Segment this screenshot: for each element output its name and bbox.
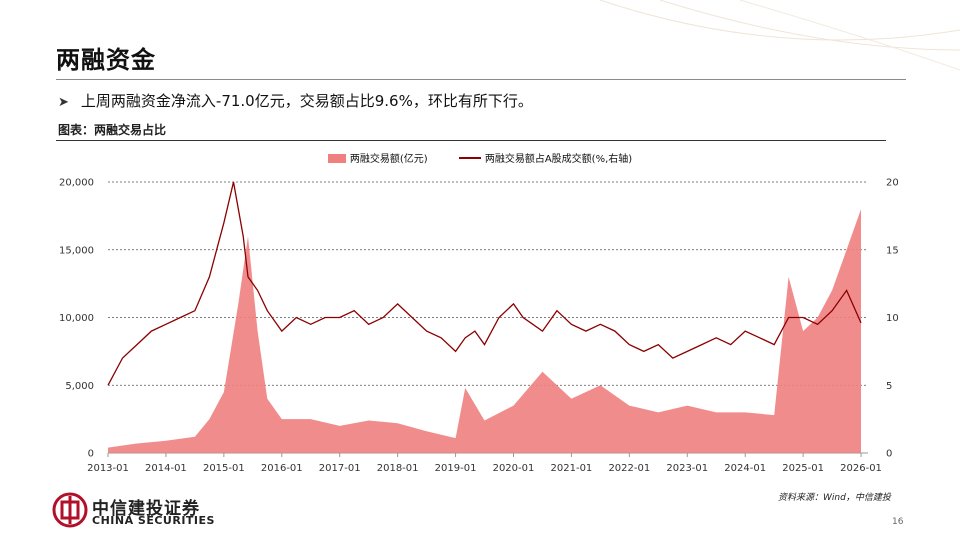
citic-logo-icon xyxy=(52,492,88,528)
y-left-tick-label: 0 xyxy=(88,449,94,460)
decorative-corner-lines xyxy=(599,0,960,71)
series-line-trading-share xyxy=(107,181,862,386)
legend-swatch-area xyxy=(327,154,346,163)
y-right-tick-label: 0 xyxy=(886,449,892,460)
x-tick-label: 2017-01 xyxy=(319,463,361,474)
figure-label: 图表：两融交易占比 xyxy=(58,123,167,137)
page-number: 16 xyxy=(892,517,904,527)
legend-item-area: 两融交易额(亿元) xyxy=(327,150,428,165)
y-left-tick-label: 15,000 xyxy=(59,245,94,256)
y-right-tick-label: 10 xyxy=(886,313,899,324)
chart-legend: 两融交易额(亿元) 两融交易额占A股成交额(%,右轴) xyxy=(0,150,960,165)
x-tick-label: 2026-01 xyxy=(840,463,882,474)
legend-label-area: 两融交易额(亿元) xyxy=(349,154,428,165)
series-area-trading-volume xyxy=(108,209,861,453)
figure-divider xyxy=(56,140,886,141)
x-tick-label: 2015-01 xyxy=(203,463,245,474)
y-right-tick-label: 15 xyxy=(886,245,899,256)
x-tick-label: 2013-01 xyxy=(87,463,129,474)
y-left-tick-label: 20,000 xyxy=(59,178,94,189)
y-right-tick-label: 5 xyxy=(886,381,892,392)
brand-name-en: CHINA SECURITIES xyxy=(92,514,215,527)
legend-item-line: 两融交易额占A股成交额(%,右轴) xyxy=(458,150,633,165)
x-tick-label: 2022-01 xyxy=(608,463,650,474)
title-divider xyxy=(56,79,906,80)
x-tick-label: 2024-01 xyxy=(724,463,766,474)
x-tick-label: 2019-01 xyxy=(435,463,477,474)
x-tick-label: 2021-01 xyxy=(551,463,593,474)
y-left-tick-label: 5,000 xyxy=(65,381,94,392)
bullet-arrow-icon: ➤ xyxy=(58,95,69,110)
legend-swatch-line xyxy=(458,157,481,159)
x-tick-label: 2025-01 xyxy=(782,463,824,474)
legend-label-line: 两融交易额占A股成交额(%,右轴) xyxy=(484,154,633,165)
y-left-tick-label: 10,000 xyxy=(59,313,94,324)
brand-name-cn: 中信建投证券 xyxy=(92,499,200,519)
data-source: 资料来源：Wind，中信建投 xyxy=(778,493,891,503)
x-tick-label: 2016-01 xyxy=(261,463,303,474)
slide-title: 两融资金 xyxy=(56,46,156,74)
x-tick-label: 2023-01 xyxy=(666,463,708,474)
y-right-tick-label: 20 xyxy=(886,178,899,189)
x-tick-label: 2020-01 xyxy=(493,463,535,474)
bullet-point: ➤ 上周两融资金净流入-71.0亿元，交易额占比9.6%，环比有所下行。 xyxy=(58,90,533,111)
x-tick-label: 2014-01 xyxy=(145,463,187,474)
bullet-text: 上周两融资金净流入-71.0亿元，交易额占比9.6%，环比有所下行。 xyxy=(80,92,533,110)
x-tick-label: 2018-01 xyxy=(377,463,419,474)
